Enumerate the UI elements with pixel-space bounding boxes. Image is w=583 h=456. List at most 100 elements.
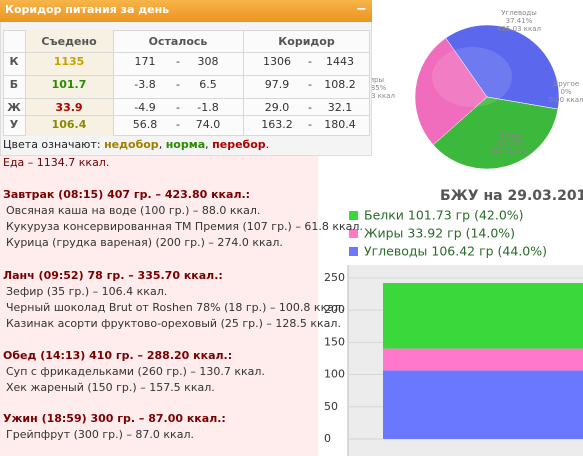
range-from: -4.9 (134, 101, 156, 114)
legend-label: Белки 101.73 гр (42.0%) (364, 208, 524, 223)
pie-label: Углеводы (501, 9, 537, 17)
range-to: 1443 (326, 55, 354, 68)
pie-slice (445, 24, 560, 110)
eaten-value: 1135 (53, 55, 85, 68)
note-part: , (205, 138, 213, 151)
note-part: недобор (104, 138, 159, 151)
pie-slice (432, 96, 559, 170)
y-tick-label: 250 (324, 271, 345, 284)
col-border (113, 30, 114, 136)
y-tick-label: 0 (324, 432, 331, 445)
note-part: , (158, 138, 166, 151)
pie-label: Белки (500, 131, 522, 139)
pie-label: 0.00 ккал (548, 96, 583, 104)
range-dash: - (308, 78, 312, 91)
range-from: 56.8 (132, 118, 158, 131)
meal-item: Кукуруза консервированная ТМ Премия (107… (6, 220, 363, 233)
pie-label: 406.52 ккал (489, 147, 533, 155)
meal-item: Казинак асорти фруктово-ореховый (25 гр.… (6, 317, 341, 330)
range-to: 74.0 (195, 118, 221, 131)
row-key: Б (9, 78, 19, 91)
row-border (3, 75, 370, 76)
range-dash: - (308, 118, 312, 131)
pie-label: Жиры (362, 76, 384, 84)
note-part: норма (165, 138, 206, 151)
pie-label: 0% (560, 88, 571, 96)
colors-note: Цвета означают: недобор, норма, перебор. (3, 138, 269, 151)
pie-label: 305.53 ккал (351, 92, 395, 100)
row-key: Ж (7, 101, 21, 114)
note-part: перебор (212, 138, 266, 151)
range-to: 32.1 (327, 101, 353, 114)
range-dash: - (176, 55, 180, 68)
eaten-value: 106.4 (51, 118, 87, 131)
meal-item: Зефир (35 гр.) – 106.4 ккал. (6, 285, 168, 298)
food-bg (0, 156, 318, 456)
legend-swatch (349, 229, 358, 238)
range-to: 6.5 (199, 78, 217, 91)
y-tick-label: 200 (324, 303, 345, 316)
range-from: -3.8 (134, 78, 156, 91)
pie-label: 35.73% (498, 139, 525, 147)
bar-segment (383, 348, 583, 371)
range-from: 97.9 (264, 78, 290, 91)
food-total: Еда – 1134.7 ккал. (3, 156, 110, 169)
meal-item: Суп с фрикадельками (260 гр.) – 130.7 кк… (6, 365, 265, 378)
range-to: -1.8 (197, 101, 219, 114)
pie-label: 26.85% (360, 84, 387, 92)
meal-item: Овсяная каша на воде (100 гр.) – 88.0 кк… (6, 204, 261, 217)
note-part: . (265, 138, 270, 151)
column-header: Осталось (148, 35, 208, 48)
pie-label: 425.03 ккал (497, 25, 541, 33)
legend-label: Углеводы 106.42 гр (44.0%) (364, 244, 547, 259)
eaten-value: 33.9 (55, 101, 83, 114)
pie-slice (414, 37, 488, 146)
pie-label: Другое (553, 80, 579, 88)
meal-title: Ланч (09:52) 78 гр. – 335.70 ккал.: (3, 269, 223, 282)
eaten-value: 101.7 (51, 78, 87, 91)
range-from: 171 (134, 55, 156, 68)
legend-swatch (349, 211, 358, 220)
row-border (3, 98, 370, 99)
column-header: Коридор (278, 35, 335, 48)
col-border (243, 30, 244, 136)
row-key: К (9, 55, 19, 68)
legend-swatch (349, 247, 358, 256)
range-from: 29.0 (264, 101, 290, 114)
meal-title: Завтрак (08:15) 407 гр. – 423.80 ккал.: (3, 188, 251, 201)
meal-title: Обед (14:13) 410 гр. – 288.20 ккал.: (3, 349, 233, 362)
range-dash: - (308, 101, 312, 114)
range-to: 108.2 (324, 78, 356, 91)
pie-label: 37.41% (506, 17, 533, 25)
range-from: 163.2 (261, 118, 293, 131)
panel-header (0, 0, 372, 22)
y-tick-label: 150 (324, 335, 345, 348)
bar-segment (383, 370, 583, 439)
meal-item: Хек жареный (150 гр.) – 157.5 ккал. (6, 381, 215, 394)
col-border (25, 30, 26, 136)
pie-shine (432, 47, 512, 107)
panel-title: Коридор питания за день (5, 3, 170, 16)
range-dash: - (176, 78, 180, 91)
eaten-col-bg (25, 30, 113, 136)
range-dash: - (176, 101, 180, 114)
meal-item: Курица (грудка вареная) (200 гр.) – 274.… (6, 236, 283, 249)
meal-item: Черный шоколад Brut от Roshen 78% (18 гр… (6, 301, 345, 314)
range-to: 180.4 (324, 118, 356, 131)
row-key: У (9, 118, 19, 131)
range-from: 1306 (263, 55, 291, 68)
collapse-button[interactable]: − (356, 2, 367, 17)
range-dash: - (176, 118, 180, 131)
meal-item: Грейпфрут (300 гр.) – 87.0 ккал. (6, 428, 194, 441)
range-to: 308 (197, 55, 219, 68)
column-header: Съедено (41, 35, 97, 48)
y-tick-label: 50 (324, 400, 338, 413)
row-border (3, 115, 370, 116)
meal-title: Ужин (18:59) 300 гр. – 87.00 ккал.: (3, 412, 226, 425)
range-dash: - (308, 55, 312, 68)
chart-title: БЖУ на 29.03.2013 (440, 188, 583, 204)
note-part: Цвета означают: (3, 138, 105, 151)
y-tick-label: 100 (324, 368, 345, 381)
